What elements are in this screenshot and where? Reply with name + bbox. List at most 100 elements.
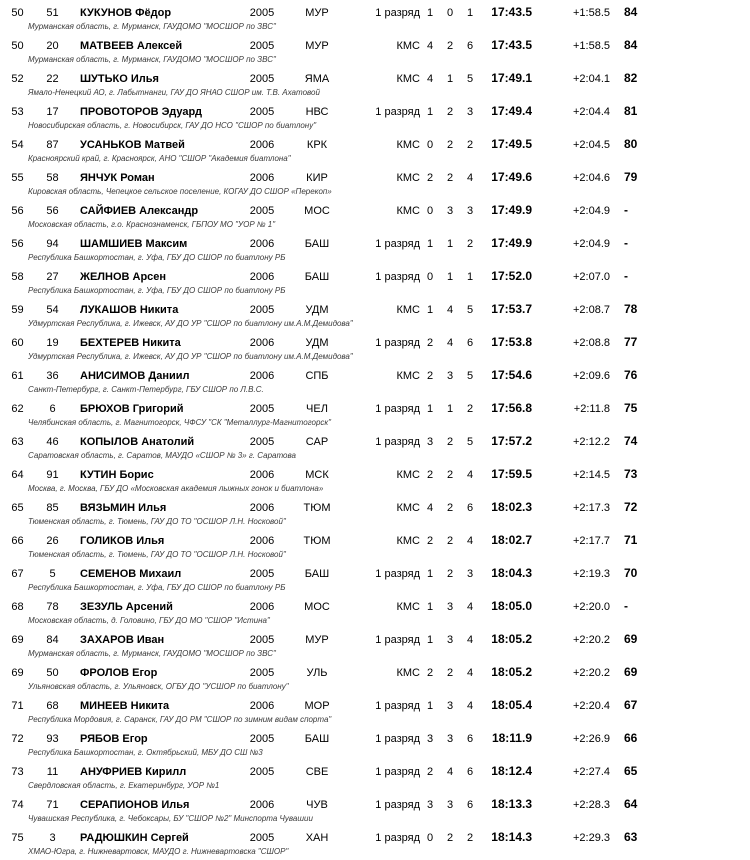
time-gap-cell: +2:04.9 bbox=[572, 205, 610, 217]
penalty-3-cell: 2 bbox=[466, 238, 474, 250]
penalty-1-cell: 0 bbox=[426, 271, 434, 283]
rank-cell: 50 bbox=[11, 40, 24, 52]
team-affiliation-line: Ульяновская область, г. Ульяновск, ОГБУ … bbox=[28, 682, 289, 691]
qualification-cell: 1 разряд bbox=[375, 436, 420, 448]
penalty-1-cell: 0 bbox=[426, 832, 434, 844]
bib-cell: 20 bbox=[46, 40, 59, 52]
points-cell: 80 bbox=[624, 137, 638, 151]
result-row-main: 55 58 ЯНЧУК Роман 2006 КИР КМС 2 2 4 17:… bbox=[0, 169, 750, 186]
bib-cell: 54 bbox=[46, 304, 59, 316]
penalty-1-cell: 1 bbox=[426, 568, 434, 580]
region-code-cell: СВЕ bbox=[305, 766, 329, 778]
penalty-2-cell: 3 bbox=[446, 700, 454, 712]
result-time-cell: 17:49.9 bbox=[491, 203, 532, 217]
birth-year-cell: 2006 bbox=[249, 139, 275, 151]
rank-cell: 56 bbox=[11, 238, 24, 250]
region-code-cell: УДМ bbox=[305, 337, 329, 349]
result-row-main: 56 94 ШАМШИЕВ Максим 2006 БАШ 1 разряд 1… bbox=[0, 235, 750, 252]
penalty-3-cell: 2 bbox=[466, 403, 474, 415]
team-affiliation-line: ХМАО-Югра, г. Нижневартовск, МАУДО г. Ни… bbox=[28, 847, 289, 856]
penalty-1-cell: 3 bbox=[426, 733, 434, 745]
region-code-cell: БАШ bbox=[304, 733, 330, 745]
penalty-2-cell: 1 bbox=[446, 403, 454, 415]
rank-cell: 72 bbox=[11, 733, 24, 745]
birth-year-cell: 2006 bbox=[249, 337, 275, 349]
points-cell: 76 bbox=[624, 368, 638, 382]
result-row: 68 78 ЗЕЗУЛЬ Арсений 2006 МОС КМС 1 3 4 … bbox=[0, 596, 750, 629]
time-gap-cell: +2:20.4 bbox=[572, 700, 610, 712]
points-cell: 69 bbox=[624, 665, 638, 679]
region-code-cell: БАШ bbox=[304, 568, 330, 580]
penalty-3-cell: 2 bbox=[466, 139, 474, 151]
result-time-cell: 17:57.2 bbox=[491, 434, 532, 448]
penalty-1-cell: 2 bbox=[426, 766, 434, 778]
penalty-2-cell: 3 bbox=[446, 601, 454, 613]
penalty-2-cell: 3 bbox=[446, 370, 454, 382]
penalty-1-cell: 3 bbox=[426, 799, 434, 811]
bib-cell: 85 bbox=[46, 502, 59, 514]
result-row-main: 69 50 ФРОЛОВ Егор 2005 УЛЬ КМС 2 2 4 18:… bbox=[0, 664, 750, 681]
result-row-main: 63 46 КОПЫЛОВ Анатолий 2005 САР 1 разряд… bbox=[0, 433, 750, 450]
birth-year-cell: 2005 bbox=[249, 304, 275, 316]
athlete-name-cell: ШУТЬКО Илья bbox=[80, 73, 159, 85]
result-row: 66 26 ГОЛИКОВ Илья 2006 ТЮМ КМС 2 2 4 18… bbox=[0, 530, 750, 563]
qualification-cell: КМС bbox=[396, 139, 420, 151]
result-row: 71 68 МИНЕЕВ Никита 2006 МОР 1 разряд 1 … bbox=[0, 695, 750, 728]
athlete-name-cell: УСАНЬКОВ Матвей bbox=[80, 139, 185, 151]
birth-year-cell: 2005 bbox=[249, 73, 275, 85]
athlete-name-cell: БЕХТЕРЕВ Никита bbox=[80, 337, 181, 349]
region-code-cell: МУР bbox=[305, 7, 329, 19]
rank-cell: 61 bbox=[11, 370, 24, 382]
bib-cell: 26 bbox=[46, 535, 59, 547]
penalty-2-cell: 2 bbox=[446, 40, 454, 52]
result-time-cell: 18:02.7 bbox=[491, 533, 532, 547]
qualification-cell: КМС bbox=[396, 469, 420, 481]
points-cell: 77 bbox=[624, 335, 638, 349]
rank-cell: 54 bbox=[11, 139, 24, 151]
birth-year-cell: 2006 bbox=[249, 700, 275, 712]
time-gap-cell: +2:19.3 bbox=[572, 568, 610, 580]
bib-cell: 3 bbox=[49, 832, 56, 844]
time-gap-cell: +2:08.7 bbox=[572, 304, 610, 316]
result-row: 73 11 АНУФРИЕВ Кирилл 2005 СВЕ 1 разряд … bbox=[0, 761, 750, 794]
time-gap-cell: +2:04.6 bbox=[572, 172, 610, 184]
points-cell: - bbox=[624, 269, 628, 283]
time-gap-cell: +2:28.3 bbox=[572, 799, 610, 811]
result-time-cell: 17:49.4 bbox=[491, 104, 532, 118]
points-cell: - bbox=[624, 236, 628, 250]
rank-cell: 53 bbox=[11, 106, 24, 118]
team-affiliation-line: Удмуртская Республика, г. Ижевск, АУ ДО … bbox=[28, 319, 353, 328]
rank-cell: 64 bbox=[11, 469, 24, 481]
penalty-2-cell: 2 bbox=[446, 535, 454, 547]
bib-cell: 87 bbox=[46, 139, 59, 151]
penalty-3-cell: 3 bbox=[466, 205, 474, 217]
result-time-cell: 17:43.5 bbox=[491, 5, 532, 19]
athlete-name-cell: САЙФИЕВ Александр bbox=[80, 205, 199, 217]
region-code-cell: МУР bbox=[305, 40, 329, 52]
penalty-2-cell: 1 bbox=[446, 238, 454, 250]
penalty-3-cell: 6 bbox=[466, 502, 474, 514]
result-time-cell: 18:14.3 bbox=[491, 830, 532, 844]
points-cell: 79 bbox=[624, 170, 638, 184]
time-gap-cell: +2:04.5 bbox=[572, 139, 610, 151]
result-row: 59 54 ЛУКАШОВ Никита 2005 УДМ КМС 1 4 5 … bbox=[0, 299, 750, 332]
points-cell: 78 bbox=[624, 302, 638, 316]
team-affiliation-line: Чувашская Республика, г. Чебоксары, БУ "… bbox=[28, 814, 313, 823]
team-affiliation-line: Тюменская область, г. Тюмень, ГАУ ДО ТО … bbox=[28, 517, 286, 526]
qualification-cell: КМС bbox=[396, 172, 420, 184]
qualification-cell: КМС bbox=[396, 601, 420, 613]
penalty-3-cell: 4 bbox=[466, 634, 474, 646]
time-gap-cell: +2:17.3 bbox=[572, 502, 610, 514]
penalty-2-cell: 2 bbox=[446, 469, 454, 481]
bib-cell: 71 bbox=[46, 799, 59, 811]
result-row: 69 50 ФРОЛОВ Егор 2005 УЛЬ КМС 2 2 4 18:… bbox=[0, 662, 750, 695]
result-row-main: 73 11 АНУФРИЕВ Кирилл 2005 СВЕ 1 разряд … bbox=[0, 763, 750, 780]
bib-cell: 58 bbox=[46, 172, 59, 184]
birth-year-cell: 2005 bbox=[249, 667, 275, 679]
bib-cell: 56 bbox=[46, 205, 59, 217]
qualification-cell: 1 разряд bbox=[375, 568, 420, 580]
rank-cell: 69 bbox=[11, 667, 24, 679]
bib-cell: 94 bbox=[46, 238, 59, 250]
athlete-name-cell: БРЮХОВ Григорий bbox=[80, 403, 184, 415]
penalty-2-cell: 2 bbox=[446, 106, 454, 118]
